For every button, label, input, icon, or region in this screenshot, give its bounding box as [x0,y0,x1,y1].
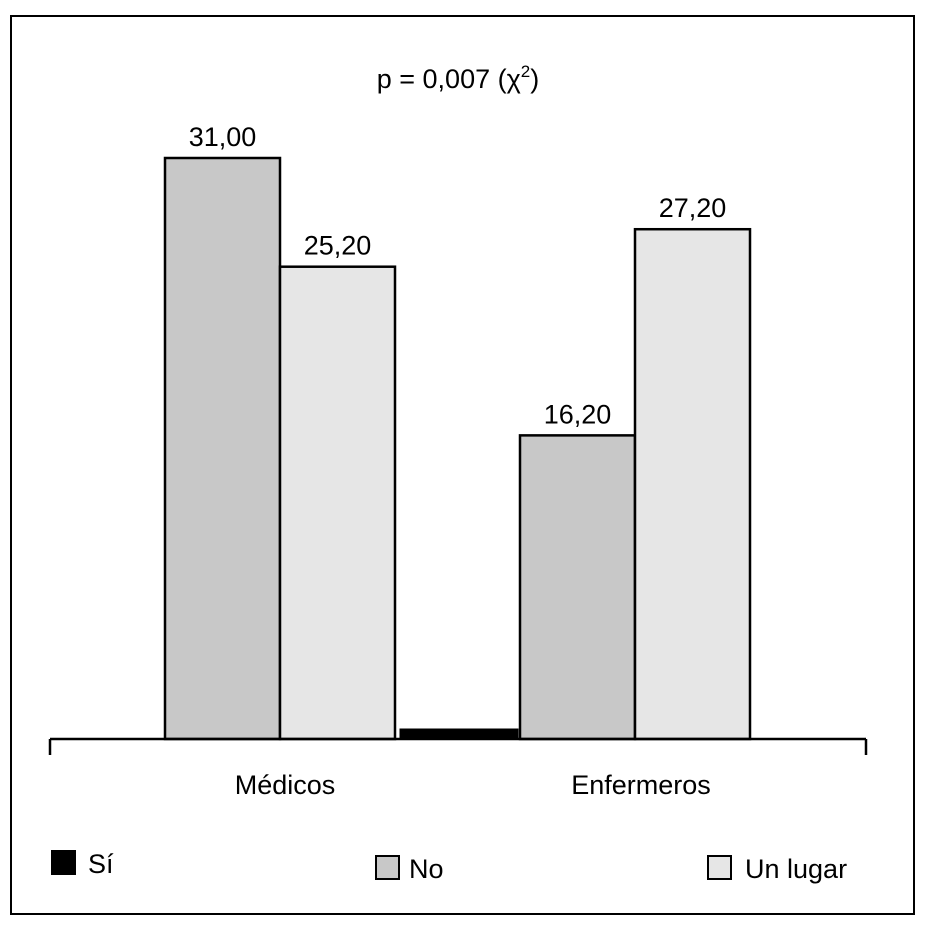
legend-label-si: Sí [88,849,114,879]
value-labels-group: 31,00 25,20 16,20 27,20 [189,122,727,429]
value-label-enfermeros-un-lugar: 27,20 [659,193,727,223]
bar-medicos-no [163,156,282,741]
legend-label-un-lugar: Un lugar [745,854,847,884]
value-label-medicos-no: 31,00 [189,122,257,152]
legend-swatch-un-lugar [707,855,732,880]
legend-label-no: No [409,854,444,884]
value-label-medicos-un-lugar: 25,20 [304,231,372,261]
category-label-medicos: Médicos [235,770,336,800]
x-axis: Médicos Enfermeros [48,737,868,800]
chart-title: p = 0,007 (χ2) [377,62,540,94]
value-label-enfermeros-no: 16,20 [544,399,612,429]
bars-group [163,156,752,741]
legend: Sí No Un lugar [51,849,847,884]
chart-frame [10,15,915,915]
bar-si [399,728,519,740]
bar-medicos-un-lugar [278,265,397,741]
bar-enfermeros-un-lugar [633,227,752,741]
category-label-enfermeros: Enfermeros [571,770,711,800]
legend-swatch-si [51,850,76,875]
bar-enfermeros-no [518,434,637,741]
legend-swatch-no [375,855,400,880]
